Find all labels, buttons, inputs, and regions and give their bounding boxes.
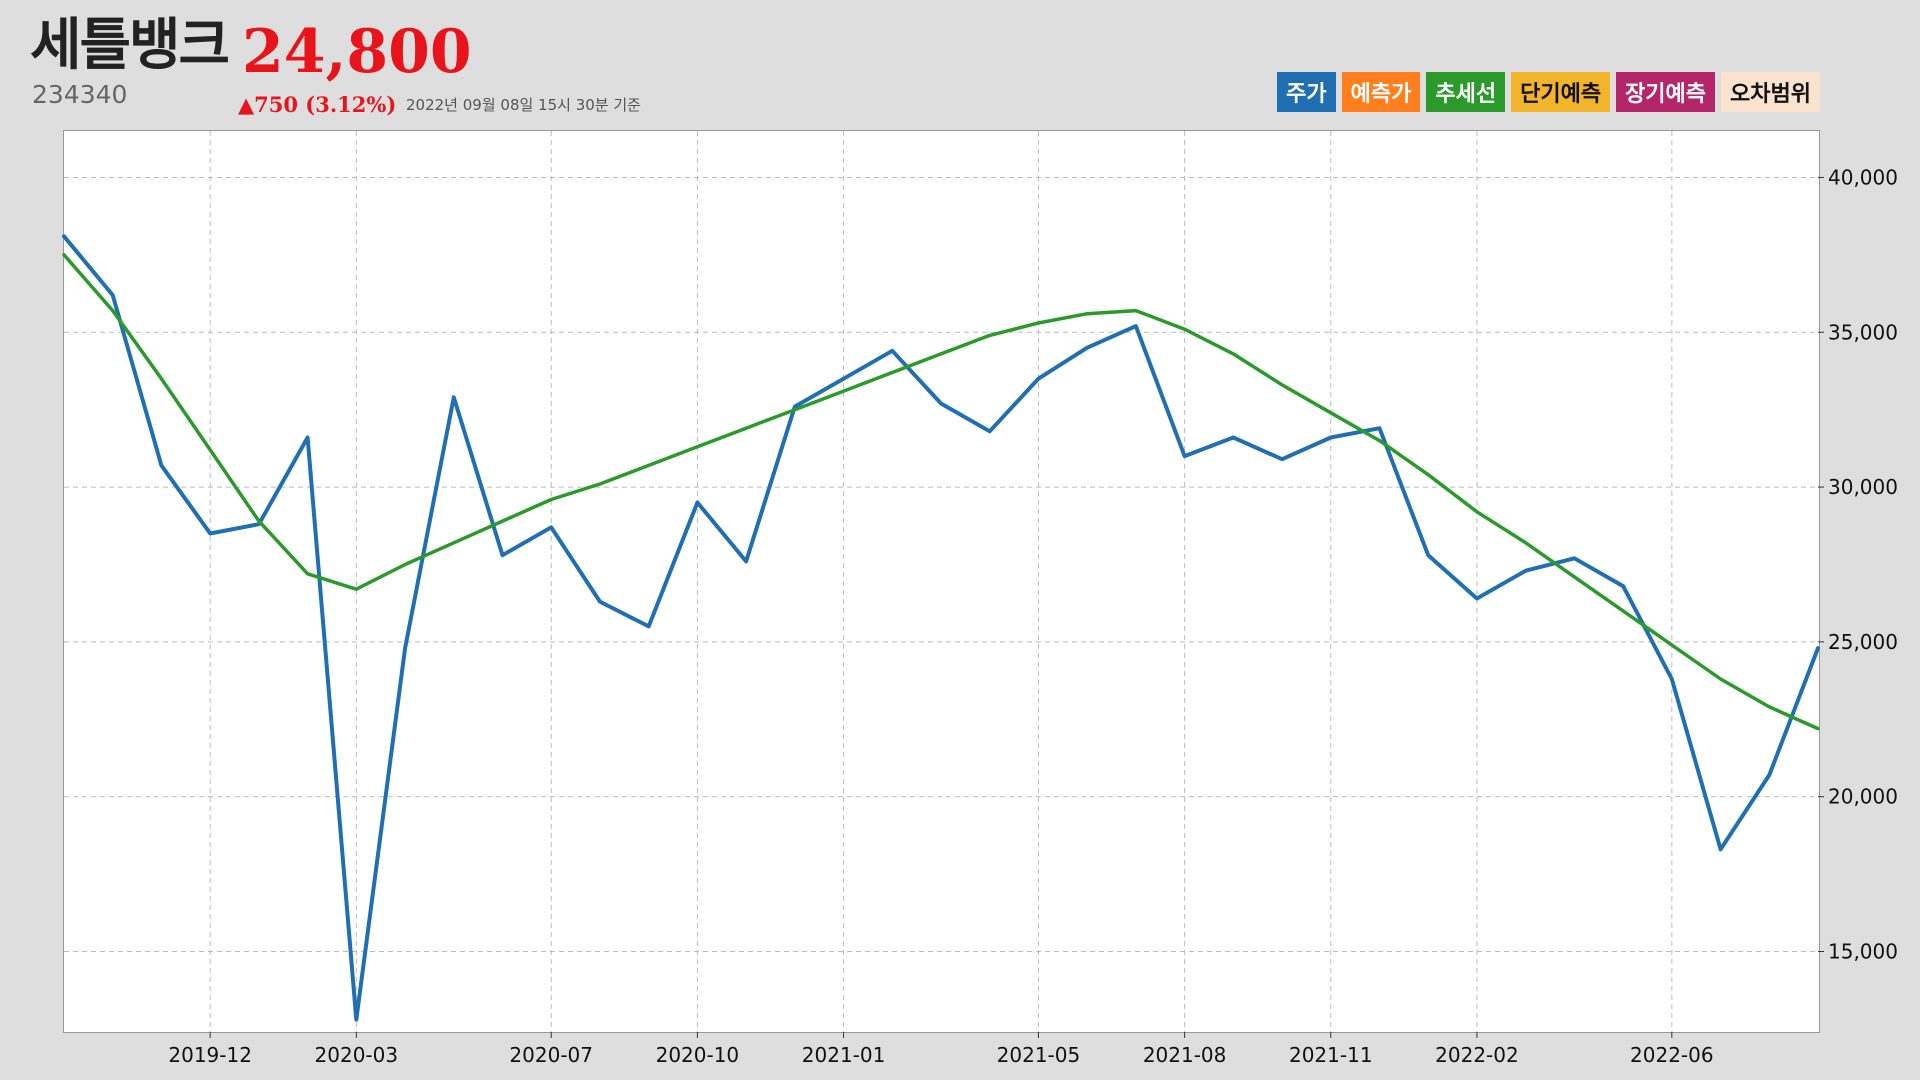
y-tick-label: 25,000	[1828, 630, 1898, 654]
x-tick-label: 2020-07	[509, 1043, 593, 1067]
current-price: 24,800	[242, 17, 472, 87]
stock-code: 234340	[32, 80, 128, 109]
y-tick-label: 20,000	[1828, 785, 1898, 809]
legend-item-short-term[interactable]: 단기예측	[1511, 72, 1611, 112]
x-tick-label: 2021-08	[1143, 1043, 1227, 1067]
trendline-series-line	[62, 253, 1820, 731]
y-tick-label: 35,000	[1828, 320, 1898, 344]
x-tick-label: 2020-03	[315, 1043, 399, 1067]
as-of-timestamp: 2022년 09월 08일 15시 30분 기준	[406, 96, 641, 114]
legend-item-error-range[interactable]: 오차범위	[1721, 72, 1820, 112]
legend-item-price[interactable]: 주가	[1277, 72, 1336, 112]
legend-item-trendline[interactable]: 추세선	[1426, 72, 1506, 112]
y-tick-label: 40,000	[1828, 165, 1898, 189]
x-tick-label: 2020-10	[656, 1043, 740, 1067]
x-tick-label: 2022-02	[1435, 1043, 1519, 1067]
stock-name: 세틀뱅크	[30, 13, 230, 78]
price-series-line	[62, 234, 1820, 1022]
x-tick-label: 2021-05	[997, 1043, 1081, 1067]
x-tick-label: 2019-12	[168, 1043, 252, 1067]
x-tick-label: 2022-06	[1630, 1043, 1714, 1067]
legend-item-forecast[interactable]: 예측가	[1341, 72, 1421, 112]
y-tick-label: 30,000	[1828, 475, 1898, 499]
legend-item-long-term[interactable]: 장기예측	[1616, 72, 1716, 112]
y-tick-label: 15,000	[1828, 939, 1898, 963]
chart-legend: 주가 예측가 추세선 단기예측 장기예측 오차범위	[1277, 72, 1820, 112]
x-tick-label: 2021-11	[1289, 1043, 1373, 1067]
price-change: ▲750 (3.12%)	[238, 92, 397, 117]
x-tick-label: 2021-01	[802, 1043, 886, 1067]
